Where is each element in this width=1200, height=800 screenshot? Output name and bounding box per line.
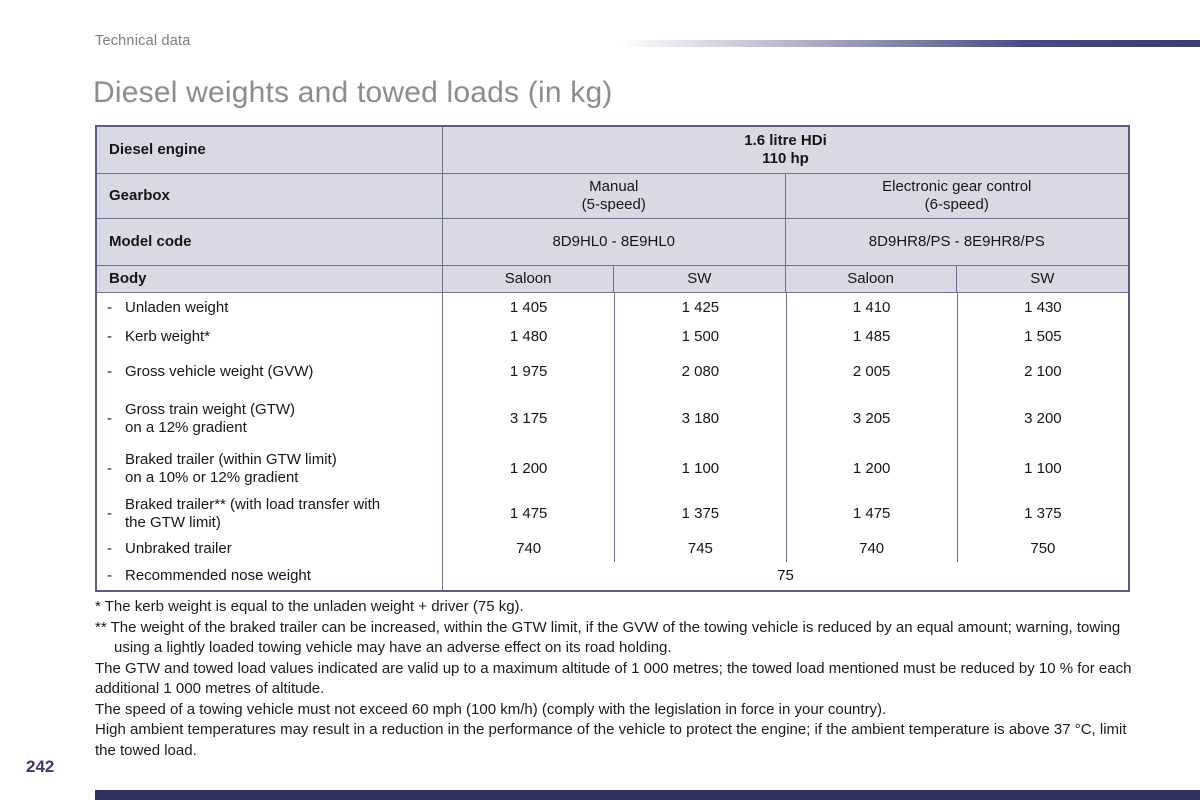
row-label-text: Gross train weight (GTW) [125,401,296,418]
cell-value: 1 375 [956,491,1128,536]
engine-value-line1: 1.6 litre HDi [744,132,827,149]
cell-value: 2 005 [785,352,957,392]
cell-value: 3 200 [956,392,1128,446]
cell-value: 740 [785,536,957,562]
row-label-text-line2: on a 10% or 12% gradient [125,468,299,486]
cell-value: 3 175 [509,410,548,427]
cell-value: 1 485 [785,322,957,352]
cell-value: 3 205 [785,392,957,446]
row-header-gearbox: Gearbox [97,174,443,219]
cell-value: 1 480 [509,328,548,345]
cell-value: 3 180 [614,392,785,446]
weights-table: Diesel engine 1.6 litre HDi 110 hp Gearb… [95,125,1130,592]
footnotes: * The kerb weight is equal to the unlade… [95,597,1137,761]
row-header-body: Body [97,266,443,293]
gearbox-electronic-line1: Electronic gear control [882,178,1032,195]
cell-value-span: 75 [777,567,794,584]
cell-value: 1 100 [956,446,1128,491]
footnote-kerb-weight: * The kerb weight is equal to the unlade… [95,598,524,615]
footnote-temperature: High ambient temperatures may result in … [95,721,1127,759]
cell-value: 1 500 [614,322,785,352]
cell-value: 1 375 [614,491,785,536]
row-header-diesel-engine: Diesel engine [97,127,443,174]
row-marker: - [107,540,112,557]
cell-value: 1 425 [614,293,785,322]
row-label-unladen-weight: - Unladen weight [97,293,443,322]
row-label-gtw: - Gross train weight (GTW) on a 12% grad… [97,392,443,446]
col-header-sw-2: SW [956,266,1128,293]
row-label-recommended-nose-weight: - Recommended nose weight [97,562,443,590]
cell-value: 1 475 [509,504,548,522]
row-header-model-code: Model code [97,219,443,266]
row-marker: - [107,410,112,427]
cell-value: 2 100 [956,352,1128,392]
cell-gearbox-electronic: Electronic gear control (6-speed) [785,174,1128,219]
cell-value: 1 430 [956,293,1128,322]
cell-value: 1 410 [785,293,957,322]
cell-value: 745 [614,536,785,562]
row-marker: - [107,567,112,584]
footnote-speed: The speed of a towing vehicle must not e… [95,700,887,718]
cell-engine-value: 1.6 litre HDi 110 hp [443,127,1128,174]
cell-model-manual: 8D9HL0 - 8E9HL0 [443,219,786,266]
cell-value: 1 200 [509,459,548,477]
col-header-sw-1: SW [614,266,786,293]
header-gradient-rule [618,40,1200,47]
row-label-text: Gross vehicle weight (GVW) [125,363,314,380]
page-title: Diesel weights and towed loads (in kg) [93,76,613,109]
row-marker: - [107,504,112,522]
row-label-braked-trailer: - Braked trailer (within GTW limit) on a… [97,446,443,491]
gearbox-manual-line2: (5-speed) [581,196,646,213]
row-marker: - [107,459,112,477]
cell-value: 1 100 [614,446,785,491]
cell-value: 1 475 [785,491,957,536]
footer-rule [95,790,1200,800]
cell-value: 1 200 [785,446,957,491]
row-label-text: Unladen weight [125,298,229,316]
row-label-gvw: - Gross vehicle weight (GVW) [97,352,443,392]
row-label-text: Recommended nose weight [125,567,311,584]
row-label-text: Kerb weight* [125,328,211,345]
cell-value: 750 [956,536,1128,562]
row-marker: - [107,298,112,316]
row-label-text: Braked trailer** (with load transfer wit… [125,495,381,513]
row-label-braked-trailer-load-transfer: - Braked trailer** (with load transfer w… [97,491,443,536]
engine-value-line2: 110 hp [762,150,809,167]
row-marker: - [107,328,112,345]
cell-value: 1 405 [509,298,548,316]
footnote-altitude: The GTW and towed load values indicated … [95,659,1132,698]
footnote-braked-trailer: ** The weight of the braked trailer can … [95,618,1121,657]
cell-value: 1 975 [509,363,548,380]
gearbox-electronic-line2: (6-speed) [924,196,989,213]
row-label-text: Unbraked trailer [125,540,232,557]
row-label-text: Braked trailer (within GTW limit) [125,450,337,468]
col-header-saloon-2: Saloon [785,266,957,293]
section-label: Technical data [95,33,191,49]
cell-model-electronic: 8D9HR8/PS - 8E9HR8/PS [785,219,1128,266]
cell-gearbox-manual: Manual (5-speed) [443,174,786,219]
cell-value: 2 080 [614,352,785,392]
cell-value: 1 505 [956,322,1128,352]
page-number: 242 [26,757,55,776]
col-header-saloon-1: Saloon [443,266,615,293]
row-marker: - [107,363,112,380]
gearbox-manual-line1: Manual [589,178,639,195]
cell-value: 740 [516,540,542,557]
row-label-text-line2: on a 12% gradient [125,419,247,436]
row-label-unbraked-trailer: - Unbraked trailer [97,536,443,562]
row-label-text-line2: the GTW limit) [125,513,221,531]
row-label-kerb-weight: - Kerb weight* [97,322,443,352]
